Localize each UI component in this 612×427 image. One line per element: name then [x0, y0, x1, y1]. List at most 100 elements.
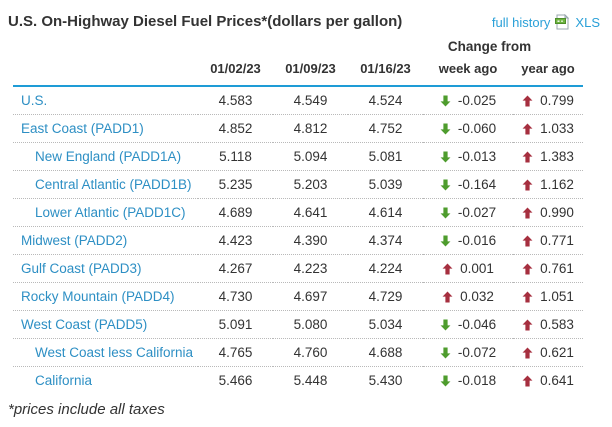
- price-cell-3: 4.524: [348, 86, 423, 115]
- price-cell-2: 4.390: [273, 226, 348, 255]
- price-cell-1: 5.091: [198, 310, 273, 339]
- price-cell-3: 5.039: [348, 170, 423, 199]
- year-change-cell: 0.771: [513, 226, 584, 255]
- week-change-cell: -0.018: [423, 367, 513, 395]
- week-change-value: -0.164: [457, 177, 497, 192]
- xls-link[interactable]: XLS: [575, 14, 600, 30]
- year-change-cell: 1.162: [513, 170, 584, 199]
- region-link[interactable]: Lower Atlantic (PADD1C): [35, 205, 186, 220]
- week-change-value: 0.032: [460, 289, 494, 304]
- price-cell-1: 5.118: [198, 142, 273, 171]
- region-link[interactable]: West Coast (PADD5): [21, 317, 148, 332]
- region-link[interactable]: New England (PADD1A): [35, 149, 182, 164]
- week-change-value: -0.060: [457, 121, 497, 136]
- price-cell-1: 4.423: [198, 226, 273, 255]
- xls-file-icon[interactable]: [555, 13, 570, 30]
- region-cell: Midwest (PADD2): [13, 226, 198, 255]
- week-change-cell: -0.013: [423, 142, 513, 171]
- change-from-row: Change from: [13, 31, 583, 56]
- region-column-header: [13, 56, 198, 87]
- year-change-value: 0.621: [540, 345, 574, 360]
- price-cell-1: 4.730: [198, 282, 273, 311]
- week-change-value: -0.016: [457, 233, 497, 248]
- table-row: West Coast less California 4.765 4.760 4…: [13, 338, 584, 367]
- down-arrow-icon: [440, 347, 451, 359]
- price-cell-3: 4.688: [348, 338, 423, 367]
- up-arrow-icon: [522, 319, 533, 331]
- region-cell: East Coast (PADD1): [13, 114, 198, 143]
- region-link[interactable]: East Coast (PADD1): [21, 121, 144, 136]
- region-link[interactable]: Rocky Mountain (PADD4): [21, 289, 175, 304]
- year-change-value: 0.641: [540, 373, 574, 388]
- price-cell-2: 4.812: [273, 114, 348, 143]
- down-arrow-icon: [440, 95, 451, 107]
- week-change-cell: -0.046: [423, 310, 513, 339]
- price-cell-1: 4.852: [198, 114, 273, 143]
- price-cell-2: 4.223: [273, 254, 348, 283]
- price-cell-3: 4.614: [348, 198, 423, 227]
- price-cell-2: 5.094: [273, 142, 348, 171]
- price-cell-1: 5.466: [218, 373, 253, 388]
- region-link[interactable]: U.S.: [21, 93, 48, 108]
- year-change-value: 0.583: [540, 317, 574, 332]
- up-arrow-icon: [522, 263, 533, 275]
- year-change-value: 1.383: [540, 149, 574, 164]
- full-history-link[interactable]: full history: [491, 14, 551, 30]
- price-cell-1: 5.235: [198, 170, 273, 199]
- year-change-value: 1.051: [540, 289, 574, 304]
- price-cell-3: 4.752: [348, 114, 423, 143]
- price-cell-3: 4.374: [348, 226, 423, 255]
- price-cell-2: 4.641: [273, 198, 348, 227]
- week-change-value: -0.027: [457, 205, 497, 220]
- price-cell-2: 5.448: [293, 373, 328, 388]
- week-change-cell: -0.164: [423, 170, 513, 199]
- down-arrow-icon: [440, 375, 451, 387]
- down-arrow-icon: [440, 179, 451, 191]
- table-row: U.S. 4.583 4.549 4.524 -0.025 0.799: [13, 86, 584, 115]
- price-cell-1: 4.583: [198, 86, 273, 115]
- year-change-value: 1.162: [540, 177, 574, 192]
- week-change-value: -0.018: [457, 373, 497, 388]
- region-link[interactable]: Midwest (PADD2): [21, 233, 128, 248]
- week-change-cell: -0.027: [423, 198, 513, 227]
- up-arrow-icon: [522, 375, 533, 387]
- year-change-cell: 1.051: [513, 282, 584, 311]
- down-arrow-icon: [440, 151, 451, 163]
- price-cell-3: 4.729: [348, 282, 423, 311]
- widget-header: U.S. On-Highway Diesel Fuel Prices*(doll…: [0, 0, 612, 31]
- table-row: West Coast (PADD5) 5.091 5.080 5.034 -0.…: [13, 310, 584, 339]
- page-title: U.S. On-Highway Diesel Fuel Prices*(doll…: [8, 13, 403, 30]
- price-cell-3: 5.430: [368, 373, 403, 388]
- price-cell-3: 5.081: [348, 142, 423, 171]
- region-cell: California: [13, 367, 198, 395]
- year-change-value: 0.761: [540, 261, 574, 276]
- down-arrow-icon: [440, 319, 451, 331]
- region-cell: West Coast (PADD5): [13, 310, 198, 339]
- week-change-cell: 0.001: [423, 254, 513, 283]
- year-change-cell: 0.990: [513, 198, 584, 227]
- week-change-value: 0.001: [460, 261, 494, 276]
- region-link[interactable]: Gulf Coast (PADD3): [21, 261, 142, 276]
- year-change-value: 0.799: [540, 93, 574, 108]
- region-cell: Lower Atlantic (PADD1C): [13, 198, 198, 227]
- table-row: California 5.466 5.448 5.430 -0.018 0.64…: [13, 367, 583, 395]
- table-row: Central Atlantic (PADD1B) 5.235 5.203 5.…: [13, 170, 584, 199]
- region-link[interactable]: Central Atlantic (PADD1B): [35, 177, 192, 192]
- region-cell: New England (PADD1A): [13, 142, 198, 171]
- diesel-fuel-prices-widget: U.S. On-Highway Diesel Fuel Prices*(doll…: [0, 0, 612, 418]
- week-change-cell: -0.060: [423, 114, 513, 143]
- table-row: Midwest (PADD2) 4.423 4.390 4.374 -0.016…: [13, 226, 584, 255]
- price-cell-3: 5.034: [348, 310, 423, 339]
- column-header-row: 01/02/23 01/09/23 01/16/23 week ago year…: [13, 56, 584, 87]
- up-arrow-icon: [522, 235, 533, 247]
- table-row: New England (PADD1A) 5.118 5.094 5.081 -…: [13, 142, 584, 171]
- year-change-cell: 0.641: [513, 367, 583, 395]
- region-cell: Gulf Coast (PADD3): [13, 254, 198, 283]
- region-link[interactable]: West Coast less California: [35, 345, 194, 360]
- week-change-value: -0.025: [457, 93, 497, 108]
- price-cell-3: 4.224: [348, 254, 423, 283]
- week-ago-column-header: week ago: [423, 56, 513, 87]
- week-change-cell: -0.072: [423, 338, 513, 367]
- region-link[interactable]: California: [35, 373, 93, 388]
- region-cell: Central Atlantic (PADD1B): [13, 170, 198, 199]
